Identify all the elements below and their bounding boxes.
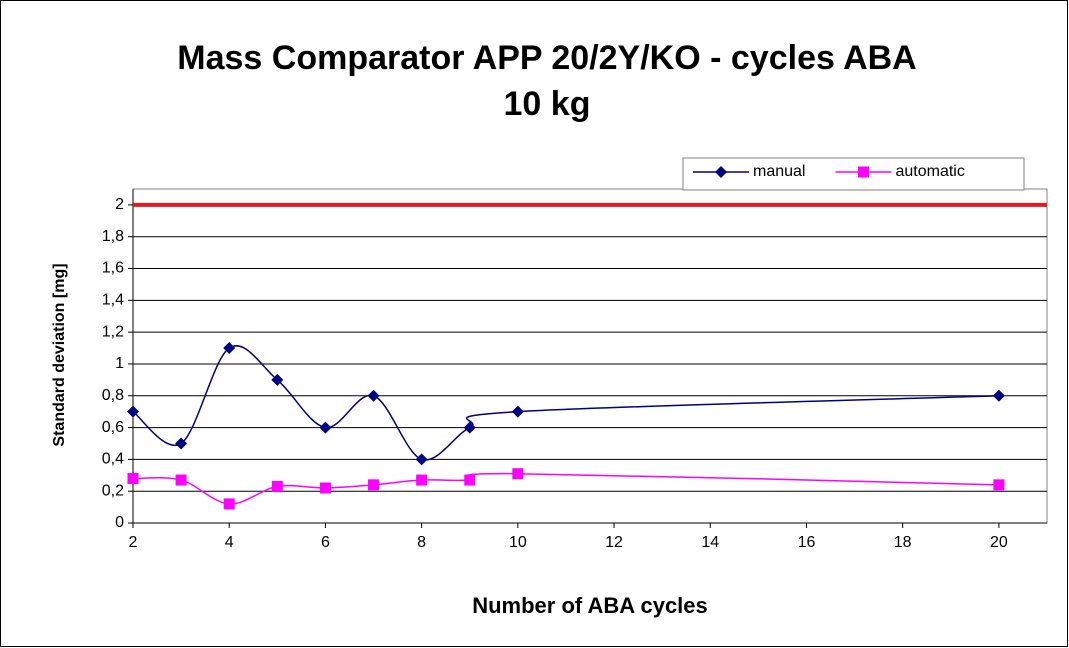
legend (682, 157, 1025, 191)
y-tick-label: 0,4 (102, 451, 124, 468)
marker (319, 421, 332, 434)
y-tick-label: 1,6 (102, 260, 124, 277)
marker (319, 482, 331, 494)
marker (271, 373, 284, 386)
legend-label: manual (753, 163, 805, 180)
marker (175, 474, 187, 486)
x-tick-label: 6 (321, 534, 330, 551)
y-tick-label: 0,2 (102, 482, 124, 499)
marker (463, 421, 476, 434)
x-tick-label: 14 (701, 534, 719, 551)
y-axis-label: Standard deviation [mg] (51, 263, 68, 446)
x-axis-label: Number of ABA cycles (472, 593, 708, 618)
y-tick-label: 1,2 (102, 323, 124, 340)
x-tick-label: 2 (129, 534, 138, 551)
legend-marker (857, 166, 869, 178)
marker (512, 468, 524, 480)
marker (464, 474, 476, 486)
y-tick-label: 1 (115, 355, 124, 372)
marker (223, 342, 236, 355)
y-tick-label: 2 (115, 196, 124, 213)
marker (223, 498, 235, 510)
marker (415, 453, 428, 466)
x-tick-label: 8 (417, 534, 426, 551)
marker (368, 479, 380, 491)
marker (993, 479, 1005, 491)
y-tick-label: 0 (115, 514, 124, 531)
marker (127, 405, 139, 418)
marker (511, 405, 524, 418)
marker (992, 389, 1005, 402)
legend-label: automatic (895, 163, 964, 180)
x-tick-label: 4 (225, 534, 234, 551)
marker (367, 389, 380, 402)
x-tick-label: 10 (509, 534, 527, 551)
y-tick-label: 0,6 (102, 419, 124, 436)
chart-subtitle: 10 kg (504, 85, 591, 123)
x-tick-label: 18 (894, 534, 912, 551)
marker (416, 474, 428, 486)
y-tick-label: 0,8 (102, 387, 124, 404)
y-tick-label: 1,4 (102, 292, 124, 309)
x-tick-label: 20 (990, 534, 1008, 551)
chart-title: Mass Comparator APP 20/2Y/KO - cycles AB… (177, 39, 916, 77)
marker (127, 472, 139, 484)
x-tick-label: 16 (798, 534, 816, 551)
marker (175, 437, 188, 450)
plot-area (132, 188, 1048, 524)
series-line (132, 345, 999, 461)
y-tick-label: 1,8 (102, 228, 124, 245)
x-tick-label: 12 (605, 534, 623, 551)
legend-marker (715, 166, 727, 178)
marker (271, 480, 283, 492)
